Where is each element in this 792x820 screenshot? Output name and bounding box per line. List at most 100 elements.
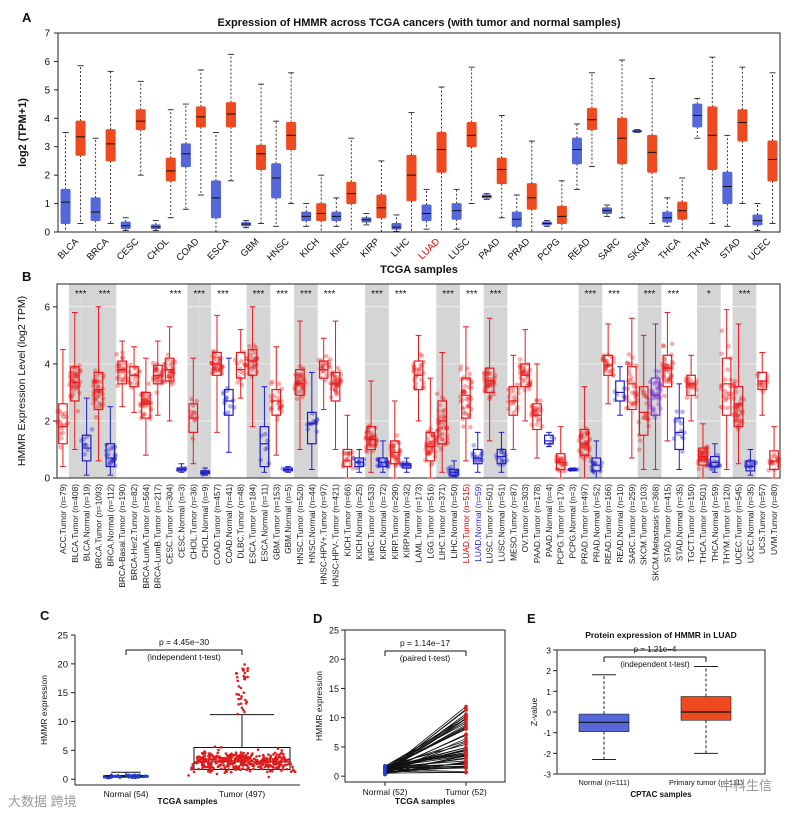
point (129, 774, 132, 778)
point (555, 457, 561, 463)
point (665, 363, 670, 369)
group-22: *** HNSC-HPV+.Tumor (n=97) (316, 289, 336, 585)
box-stad-tumor (737, 66, 748, 205)
point (102, 775, 106, 778)
significance-label: *** (739, 289, 751, 300)
box-blca-tumor (75, 65, 86, 224)
y-tick-label: -2 (543, 749, 551, 759)
point (274, 758, 278, 762)
point (643, 393, 649, 399)
point (458, 367, 463, 372)
box (225, 102, 236, 128)
point (701, 448, 706, 453)
point (653, 395, 658, 400)
point (296, 376, 301, 382)
point (241, 764, 245, 767)
x-axis-label: TCGA samples (395, 796, 455, 806)
point (114, 364, 120, 370)
point (268, 758, 272, 761)
x-tick-label: BLCA.Tumor (n=408) (70, 484, 80, 563)
point (263, 447, 268, 452)
point (196, 758, 199, 761)
point (299, 386, 305, 391)
point (441, 421, 447, 426)
point (390, 452, 395, 458)
box (316, 203, 327, 222)
point (237, 703, 240, 706)
point (442, 416, 447, 421)
point (425, 451, 431, 457)
x-tick-label: SARC (596, 236, 623, 263)
group-45: PRAD.Normal (n=52) (588, 440, 605, 563)
point (270, 765, 273, 768)
point (357, 458, 363, 463)
group-2: BLCA.Normal (n=19) (79, 397, 95, 561)
point (332, 378, 338, 384)
group-15: DLBC.Tumor (n=48) (232, 329, 249, 559)
pair-line (384, 738, 467, 775)
point (265, 758, 269, 762)
point (232, 753, 236, 757)
group-31: LGG.Tumor (n=516) (422, 377, 439, 559)
point (437, 402, 443, 408)
point (252, 361, 258, 367)
x-tick-label: LAML.Tumor (n=173) (414, 484, 424, 563)
y-tick-label: 2 (546, 666, 551, 676)
group-5: BRCA-Basal.Tumor (n=190) (114, 340, 129, 588)
y-tick-label: 20 (57, 659, 68, 670)
group-47: READ.Normal (n=10) (612, 366, 627, 563)
point (366, 430, 372, 436)
point (97, 390, 103, 395)
x-tick-label: CHOL.Tumor (n=36) (188, 484, 198, 560)
point (486, 382, 492, 388)
x-tick-label: BRCA.Normal (n=112) (105, 484, 115, 567)
x-tick-label: Tumor (497) (219, 789, 266, 799)
plot-frame (57, 32, 781, 233)
box-group-1: Tumor (497) (187, 663, 297, 799)
point (758, 380, 763, 386)
point (243, 671, 247, 675)
point (210, 765, 214, 769)
x-tick-label: PAAD.Tumor (n=178) (532, 484, 542, 563)
pair-line (384, 713, 467, 773)
point (640, 387, 645, 393)
pair-line (384, 715, 467, 774)
point (95, 394, 100, 399)
point (733, 409, 739, 414)
point (462, 390, 468, 395)
pair-line (384, 754, 467, 767)
point (232, 766, 235, 770)
point (630, 390, 635, 396)
group-24: KICH.Tumor (n=66) (340, 414, 356, 556)
point (190, 766, 193, 769)
point (225, 770, 228, 773)
y-tick-label: 2 (44, 416, 50, 427)
point (772, 461, 777, 466)
point (278, 753, 282, 756)
x-tick-label: GBM (239, 236, 262, 259)
point (663, 363, 669, 368)
point (522, 387, 527, 393)
point (59, 426, 65, 431)
point (441, 414, 447, 420)
point (460, 416, 465, 422)
tumor-point (464, 752, 468, 757)
x-tick-label: KICH.Normal (n=25) (354, 484, 364, 560)
panel-letter: B (22, 269, 31, 284)
x-tick-label: HNSC-HPV+.Tumor (n=97) (319, 484, 329, 585)
point (142, 411, 147, 417)
point (726, 394, 732, 400)
point (219, 746, 223, 749)
point (79, 438, 84, 443)
box-ucec-normal (752, 203, 763, 232)
box (466, 122, 477, 148)
y-tick-label: -3 (543, 770, 551, 780)
box-group-0: Normal (n=111) (578, 674, 630, 787)
point (116, 773, 120, 777)
point (484, 382, 490, 388)
point (726, 343, 731, 349)
chart-title: Expression of HMMR across TCGA cancers (… (217, 17, 620, 29)
point (641, 415, 646, 421)
point (427, 450, 433, 455)
point (628, 361, 634, 367)
